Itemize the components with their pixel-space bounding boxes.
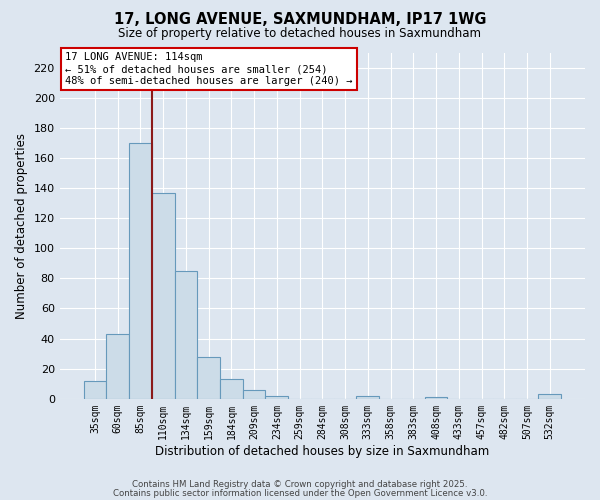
Bar [106,334,129,399]
X-axis label: Distribution of detached houses by size in Saxmundham: Distribution of detached houses by size … [155,444,490,458]
Bar [220,380,243,399]
Bar [243,390,265,399]
Bar [265,396,288,399]
Text: 17, LONG AVENUE, SAXMUNDHAM, IP17 1WG: 17, LONG AVENUE, SAXMUNDHAM, IP17 1WG [114,12,486,28]
Bar [356,396,379,399]
Bar [175,271,197,399]
Text: Contains public sector information licensed under the Open Government Licence v3: Contains public sector information licen… [113,489,487,498]
Text: Contains HM Land Registry data © Crown copyright and database right 2025.: Contains HM Land Registry data © Crown c… [132,480,468,489]
Bar [425,398,448,399]
Bar [538,394,561,399]
Y-axis label: Number of detached properties: Number of detached properties [15,132,28,318]
Bar [152,192,175,399]
Text: Size of property relative to detached houses in Saxmundham: Size of property relative to detached ho… [119,28,482,40]
Bar [197,356,220,399]
Bar [83,381,106,399]
Text: 17 LONG AVENUE: 114sqm
← 51% of detached houses are smaller (254)
48% of semi-de: 17 LONG AVENUE: 114sqm ← 51% of detached… [65,52,352,86]
Bar [129,143,152,399]
